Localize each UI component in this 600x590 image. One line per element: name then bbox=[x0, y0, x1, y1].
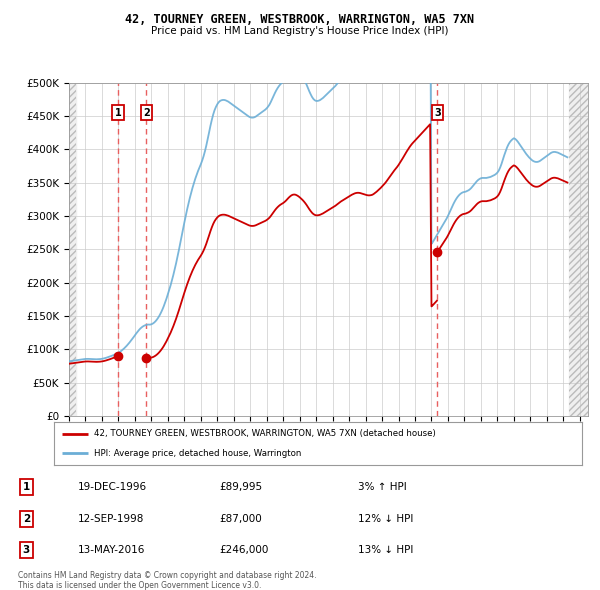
Bar bbox=[569, 83, 588, 416]
Text: 3: 3 bbox=[23, 545, 30, 555]
Text: Contains HM Land Registry data © Crown copyright and database right 2024.: Contains HM Land Registry data © Crown c… bbox=[18, 571, 317, 580]
Text: 3% ↑ HPI: 3% ↑ HPI bbox=[358, 482, 406, 492]
Text: 12-SEP-1998: 12-SEP-1998 bbox=[78, 514, 145, 523]
Text: £89,995: £89,995 bbox=[220, 482, 262, 492]
Text: 12% ↓ HPI: 12% ↓ HPI bbox=[358, 514, 413, 523]
Text: 2: 2 bbox=[143, 107, 150, 117]
Text: 13-MAY-2016: 13-MAY-2016 bbox=[78, 545, 146, 555]
Text: 1: 1 bbox=[115, 107, 121, 117]
Text: 42, TOURNEY GREEN, WESTBROOK, WARRINGTON, WA5 7XN: 42, TOURNEY GREEN, WESTBROOK, WARRINGTON… bbox=[125, 13, 475, 26]
Bar bbox=[69, 83, 76, 416]
Text: £87,000: £87,000 bbox=[220, 514, 262, 523]
Text: 3: 3 bbox=[434, 107, 441, 117]
Text: Price paid vs. HM Land Registry's House Price Index (HPI): Price paid vs. HM Land Registry's House … bbox=[151, 26, 449, 36]
Text: HPI: Average price, detached house, Warrington: HPI: Average price, detached house, Warr… bbox=[94, 449, 301, 458]
Text: This data is licensed under the Open Government Licence v3.0.: This data is licensed under the Open Gov… bbox=[18, 581, 262, 589]
Text: 1: 1 bbox=[23, 482, 30, 492]
Text: 19-DEC-1996: 19-DEC-1996 bbox=[78, 482, 148, 492]
Text: 2: 2 bbox=[23, 514, 30, 523]
Text: 42, TOURNEY GREEN, WESTBROOK, WARRINGTON, WA5 7XN (detached house): 42, TOURNEY GREEN, WESTBROOK, WARRINGTON… bbox=[94, 430, 436, 438]
Text: £246,000: £246,000 bbox=[220, 545, 269, 555]
Bar bbox=[69, 83, 76, 416]
Bar bbox=[569, 83, 588, 416]
Text: 13% ↓ HPI: 13% ↓ HPI bbox=[358, 545, 413, 555]
